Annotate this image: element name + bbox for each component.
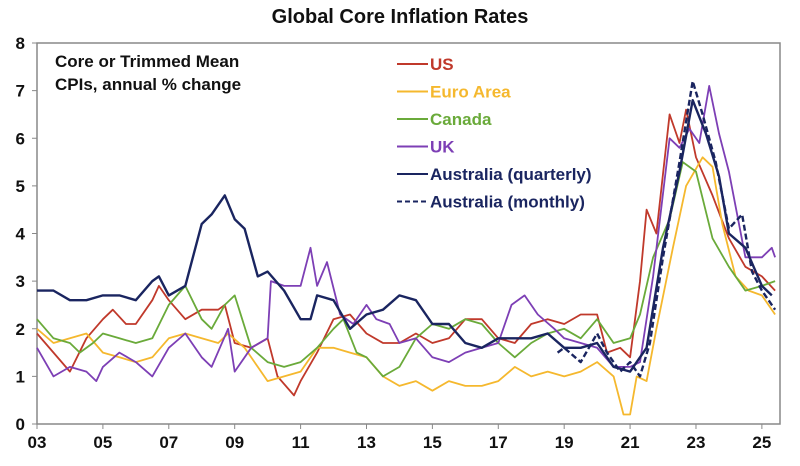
annotation-line-2: CPIs, annual % change xyxy=(55,75,241,94)
y-tick-label: 8 xyxy=(16,34,25,53)
x-tick-label: 25 xyxy=(752,433,771,452)
legend: US Euro Area Canada UK Australia (quarterly)… xyxy=(397,55,592,212)
y-tick-label: 6 xyxy=(16,129,25,148)
y-tick-label: 3 xyxy=(16,272,25,291)
x-tick-label: 05 xyxy=(93,433,112,452)
x-tick-label: 07 xyxy=(159,433,178,452)
series-line-uk xyxy=(36,85,776,383)
x-tick-label: 17 xyxy=(489,433,508,452)
x-tick-label: 15 xyxy=(423,433,442,452)
y-tick-label: 2 xyxy=(16,320,25,339)
x-tick-label: 21 xyxy=(621,433,640,452)
plot-frame xyxy=(36,42,781,425)
legend-label-canada: Canada xyxy=(430,110,492,129)
series-line-canada xyxy=(36,161,776,378)
y-tick-label: 7 xyxy=(16,82,25,101)
legend-label-uk: UK xyxy=(430,138,455,157)
legend-label-australia-quarterly: Australia (quarterly) xyxy=(430,165,592,184)
legend-label-us: US xyxy=(430,55,454,74)
annotation-line-1: Core or Trimmed Mean xyxy=(55,52,239,71)
x-tick-label: 23 xyxy=(687,433,706,452)
series-line-euro-area xyxy=(36,156,776,416)
y-tick-label: 5 xyxy=(16,177,25,196)
y-tick-label: 1 xyxy=(16,367,25,386)
x-tick-label: 19 xyxy=(555,433,574,452)
x-tick-label: 11 xyxy=(292,433,310,452)
x-tick-label: 09 xyxy=(225,433,244,452)
x-tick-label: 03 xyxy=(28,433,47,452)
legend-label-australia-monthly: Australia (monthly) xyxy=(430,193,585,212)
x-tick-label: 13 xyxy=(357,433,376,452)
y-tick-label: 0 xyxy=(16,415,25,434)
chart-title: Global Core Inflation Rates xyxy=(271,6,529,28)
y-tick-label: 4 xyxy=(16,225,26,244)
legend-label-euro-area: Euro Area xyxy=(430,83,511,102)
series-line-australia-quarterly xyxy=(37,98,773,373)
series-line-us xyxy=(36,108,776,397)
